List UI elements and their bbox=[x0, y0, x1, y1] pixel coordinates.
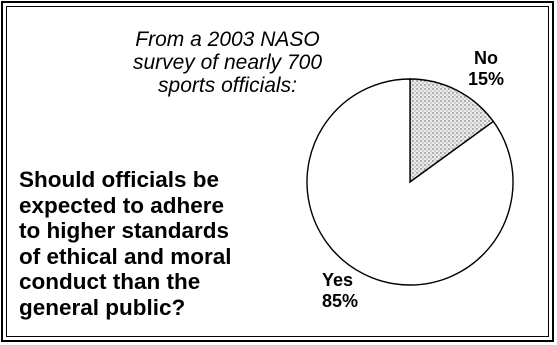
slice-label-yes-value: 85% bbox=[322, 291, 359, 311]
intro-line: sports officials: bbox=[158, 74, 297, 97]
question-line: Should officials be bbox=[19, 167, 220, 192]
survey-intro: From a 2003 NASO survey of nearly 700 sp… bbox=[95, 28, 360, 97]
intro-line: survey of nearly 700 bbox=[132, 51, 323, 74]
question-line: conduct than the bbox=[19, 269, 201, 294]
intro-line: From a 2003 NASO bbox=[135, 28, 320, 51]
pie-slice-yes bbox=[306, 78, 514, 286]
question-line: of ethical and moral bbox=[19, 243, 232, 269]
question-line: general public? bbox=[19, 294, 186, 320]
slice-label-no: No 15% bbox=[455, 48, 517, 90]
slice-label-no-name: No bbox=[474, 48, 498, 68]
survey-question: Should officials be expected to adhere t… bbox=[19, 167, 319, 320]
slice-label-no-value: 15% bbox=[467, 69, 505, 89]
slice-label-yes: Yes 85% bbox=[322, 270, 382, 312]
question-line: expected to adhere bbox=[19, 192, 225, 218]
question-line: to higher standards bbox=[19, 218, 230, 243]
pie-slice-no bbox=[409, 78, 495, 184]
slice-label-yes-name: Yes bbox=[322, 270, 354, 290]
inner-frame bbox=[6, 6, 549, 337]
